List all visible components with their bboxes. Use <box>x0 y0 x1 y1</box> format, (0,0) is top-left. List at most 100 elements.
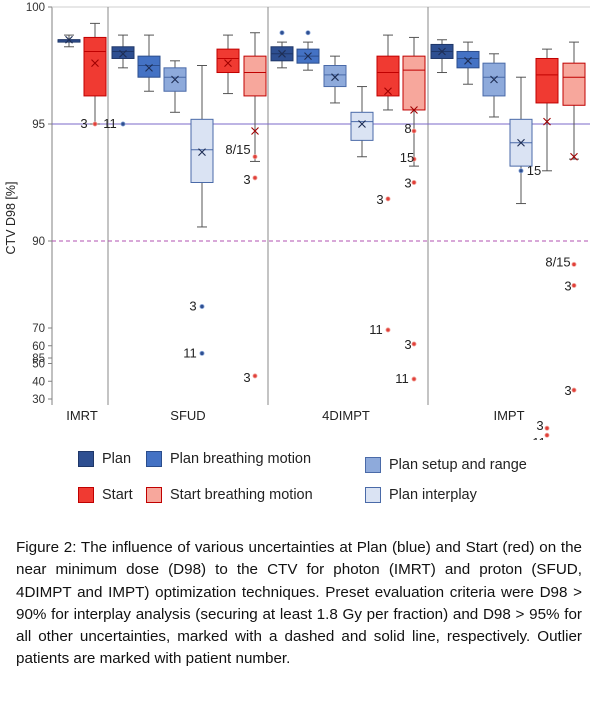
box-4dimpt-start-breathing-motion-mean-marker <box>410 106 418 114</box>
y-tick-label-90: 90 <box>32 236 45 248</box>
y-axis-title: CTV D98 [%] <box>4 182 18 255</box>
box-sfud-plan-mean-marker <box>119 49 127 58</box>
x-tick-label-4dimpt: 4DIMPT <box>322 408 370 423</box>
outlier-sfud-plan-11-label: 11 <box>103 116 117 131</box>
outlier-4dimpt-start-breathing-motion-11-label: 11 <box>395 371 409 386</box>
box-4dimpt-start-breathing-motion <box>402 55 426 111</box>
outlier-impt-start-breathing-motion-8-15-label: 8/15 <box>545 254 570 269</box>
box-4dimpt-plan-interplay <box>350 111 374 141</box>
x-tick-label-imrt: IMRT <box>66 408 98 423</box>
outlier-4dimpt-start-3-point <box>385 196 391 202</box>
box-4dimpt-plan-mean-marker <box>278 49 286 58</box>
outlier-4dimpt-start-breathing-motion-3-2-label: 3 <box>404 337 411 352</box>
outlier-imrt-start-3-label: 3 <box>80 116 87 131</box>
outlier-4dimpt-start-breathing-motion-3-2-point <box>411 341 417 347</box>
box-4dimpt-start-mean-marker <box>384 87 392 96</box>
outlier-impt-start-11-label: 11 <box>532 435 546 440</box>
outlier-impt-start-breathing-motion-3-2-label: 3 <box>564 383 571 398</box>
box-sfud-start-mean-marker <box>224 59 232 68</box>
legend-item-start: Start <box>78 487 133 503</box>
figure-caption: Figure 2: The influence of various uncer… <box>16 539 582 668</box>
outlier-sfud-plan-interplay-11-point <box>199 350 205 356</box>
box-sfud-start-breathing-motion <box>243 55 267 97</box>
outlier-impt-start-3-point <box>544 425 550 431</box>
outlier-sfud-plan-interplay-11-label: 11 <box>183 345 197 360</box>
box-impt-start-mean-marker <box>543 117 551 126</box>
legend-swatch-plan <box>78 451 94 467</box>
outlier-sfud-start-breathing-motion-3-2-label: 3 <box>243 370 250 385</box>
y-tick-label-70: 70 <box>32 323 45 335</box>
box-sfud-plan-interplay-mean-marker <box>198 148 206 156</box>
outlier-4dimpt-start-breathing-motion-3-point <box>411 179 417 185</box>
box-sfud-plan <box>111 46 135 59</box>
box-impt-start-breathing-motion <box>562 62 586 106</box>
chart-legend: Plan Plan breathing motion Plan setup an… <box>0 440 597 520</box>
outlier-impt-start-11-point <box>544 432 550 438</box>
legend-label-plan-setup-and-range: Plan setup and range <box>389 457 527 473</box>
outlier-sfud-plan-interplay-3-point <box>199 304 205 310</box>
legend-swatch-start <box>78 487 94 503</box>
box-impt-plan-mean-marker <box>438 47 446 56</box>
y-tick-label-60: 60 <box>32 341 45 353</box>
legend-swatch-plan-interplay <box>365 487 381 503</box>
outlier-impt-start-breathing-motion-8-15-point <box>571 261 577 267</box>
box-impt-start <box>535 57 559 104</box>
box-4dimpt-plan-setup-and-range-mean-marker <box>331 73 339 82</box>
box-imrt-plan-mean-marker <box>65 35 73 44</box>
box-plot-chart: 75808590951003040506070CTV D98 [%]IMRTSF… <box>4 2 590 440</box>
outlier-4dimpt-start-breathing-motion-8-point <box>411 128 417 134</box>
outlier-sfud-start-breathing-motion-3-point <box>252 175 258 181</box>
outlier-4dimpt-start-11-label: 11 <box>369 322 383 337</box>
legend-label-start: Start <box>102 487 133 503</box>
outlier-4dimpt-start-breathing-motion-15-label: 15 <box>400 150 414 165</box>
outlier-sfud-start-breathing-motion-3-label: 3 <box>243 172 250 187</box>
legend-item-start-breathing-motion: Start breathing motion <box>146 487 313 503</box>
legend-label-plan-breathing-motion: Plan breathing motion <box>170 451 312 467</box>
box-4dimpt-plan-interplay-mean-marker <box>358 120 366 128</box>
x-tick-label-impt: IMPT <box>493 408 524 423</box>
outlier-4dimpt-start-breathing-motion-8-label: 8 <box>404 121 411 136</box>
x-tick-label-sfud: SFUD <box>170 408 205 423</box>
box-impt-plan-setup-and-range-mean-marker <box>490 75 498 84</box>
legend-swatch-plan-setup-and-range <box>365 457 381 473</box>
legend-label-plan: Plan <box>102 451 132 467</box>
box-sfud-plan-interplay <box>190 118 214 183</box>
legend-item-plan-breathing-motion: Plan breathing motion <box>146 451 311 467</box>
legend-swatch-plan-breathing-motion <box>146 451 162 467</box>
y-tick-label-40: 40 <box>32 376 45 388</box>
outlier-impt-start-3-label: 3 <box>536 418 543 433</box>
outlier-imrt-start-3-point <box>92 121 98 127</box>
box-impt-plan-breathing-motion <box>456 50 480 69</box>
y-tick-label-30: 30 <box>32 394 45 406</box>
box-sfud-plan-breathing-motion <box>137 55 161 78</box>
legend-item-plan-interplay: Plan interplay <box>365 487 477 503</box>
legend-label-plan-interplay: Plan interplay <box>389 487 477 503</box>
y-tick-label-100: 100 <box>26 2 45 14</box>
outlier-4dimpt-start-breathing-motion-15-point <box>411 156 417 162</box>
box-sfud-start <box>216 48 240 74</box>
outlier-impt-plan-interplay-15-point <box>518 168 524 174</box>
outlier-sfud-start-breathing-motion-8-15-point <box>252 154 258 160</box>
outlier-4dimpt-start-breathing-motion-11-point <box>411 376 417 382</box>
box-4dimpt-plan-breathing-motion-mean-marker <box>304 52 312 61</box>
box-imrt-start <box>83 36 107 97</box>
box-sfud-start-breathing-motion-mean-marker <box>251 127 259 135</box>
outlier-impt-plan-interplay-15-label: 15 <box>527 163 541 178</box>
outlier-impt-start-breathing-motion-3-2-point <box>571 387 577 393</box>
box-impt-plan-interplay-mean-marker <box>517 138 525 147</box>
outlier-impt-start-breathing-motion-3-point <box>571 282 577 288</box>
outlier-sfud-plan-11-point <box>120 121 126 127</box>
y-tick-label-50: 50 <box>32 359 45 371</box>
legend-swatch-start-breathing-motion <box>146 487 162 503</box>
outlier-4dimpt-plan-breathing-motion-point-point <box>305 30 311 36</box>
box-sfud-plan-setup-and-range-mean-marker <box>171 75 179 84</box>
outlier-4dimpt-start-11-point <box>385 327 391 333</box>
box-sfud-plan-breathing-motion-mean-marker <box>145 63 153 72</box>
y-tick-label-95: 95 <box>32 119 45 131</box>
legend-label-start-breathing-motion: Start breathing motion <box>170 487 313 503</box>
box-impt-plan-breathing-motion-mean-marker <box>464 56 472 65</box>
legend-item-plan-setup-and-range: Plan setup and range <box>365 457 527 473</box>
legend-item-plan: Plan <box>78 451 131 467</box>
outlier-sfud-start-breathing-motion-8-15-label: 8/15 <box>225 142 250 157</box>
box-4dimpt-start <box>376 55 400 97</box>
